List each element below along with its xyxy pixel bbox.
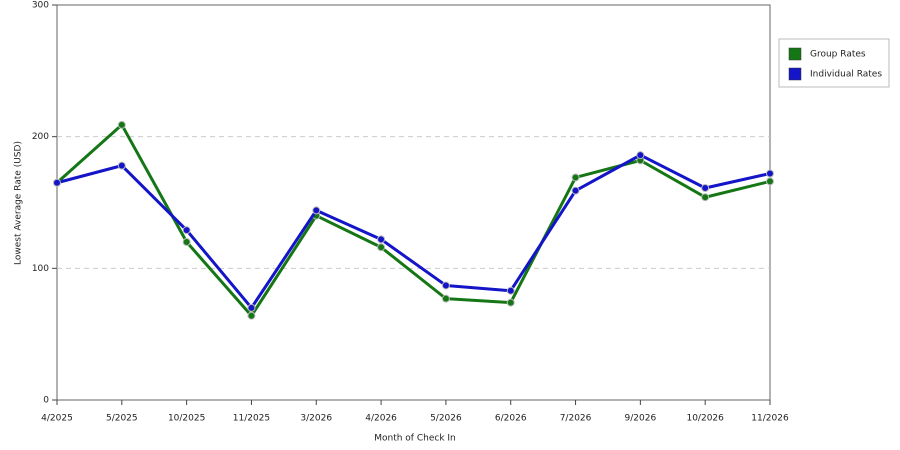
x-axis-title: Month of Check In [374,434,456,444]
data-point [571,173,580,182]
data-point [636,151,645,160]
x-tick-label: 3/2026 [300,414,332,424]
y-tick-label: 0 [43,396,49,406]
series-line [56,153,771,310]
data-point [701,193,710,202]
data-point [247,311,256,320]
data-point [312,206,321,215]
legend-label: Individual Rates [810,70,882,80]
x-tick-label: 9/2026 [625,414,657,424]
data-point [506,298,515,307]
series-line [56,123,771,318]
x-tick-label: 11/2025 [233,414,270,424]
x-tick-label: 6/2026 [495,414,527,424]
x-tick-label: 4/2026 [365,414,397,424]
legend-swatch [788,47,802,61]
data-point [701,184,710,193]
data-point [441,281,450,290]
data-point [766,177,774,186]
legend-label: Group Rates [810,50,866,60]
x-tick-label: 7/2026 [560,414,592,424]
y-tick-label: 200 [32,132,49,142]
data-point [377,235,386,244]
data-point [506,286,515,295]
data-point [182,226,191,235]
plot-area [56,4,771,401]
y-tick-label: 100 [32,264,49,274]
x-tick-label: 10/2026 [686,414,724,424]
data-point [117,120,126,129]
x-tick-label: 11/2026 [751,414,789,424]
legend-swatch [788,67,802,81]
y-tick-label: 300 [32,1,49,11]
x-tick-label: 4/2025 [41,414,73,424]
data-point [766,169,774,178]
x-tick-label: 5/2026 [430,414,462,424]
data-point [571,186,580,195]
y-axis-title: Lowest Average Rate (USD) [14,141,24,265]
data-point [117,161,126,170]
data-point [182,238,191,246]
data-point [377,243,386,252]
data-point [247,303,256,312]
x-tick-label: 5/2025 [106,414,138,424]
data-point [53,178,61,187]
data-point [441,294,450,303]
x-tick-label: 10/2025 [168,414,205,424]
